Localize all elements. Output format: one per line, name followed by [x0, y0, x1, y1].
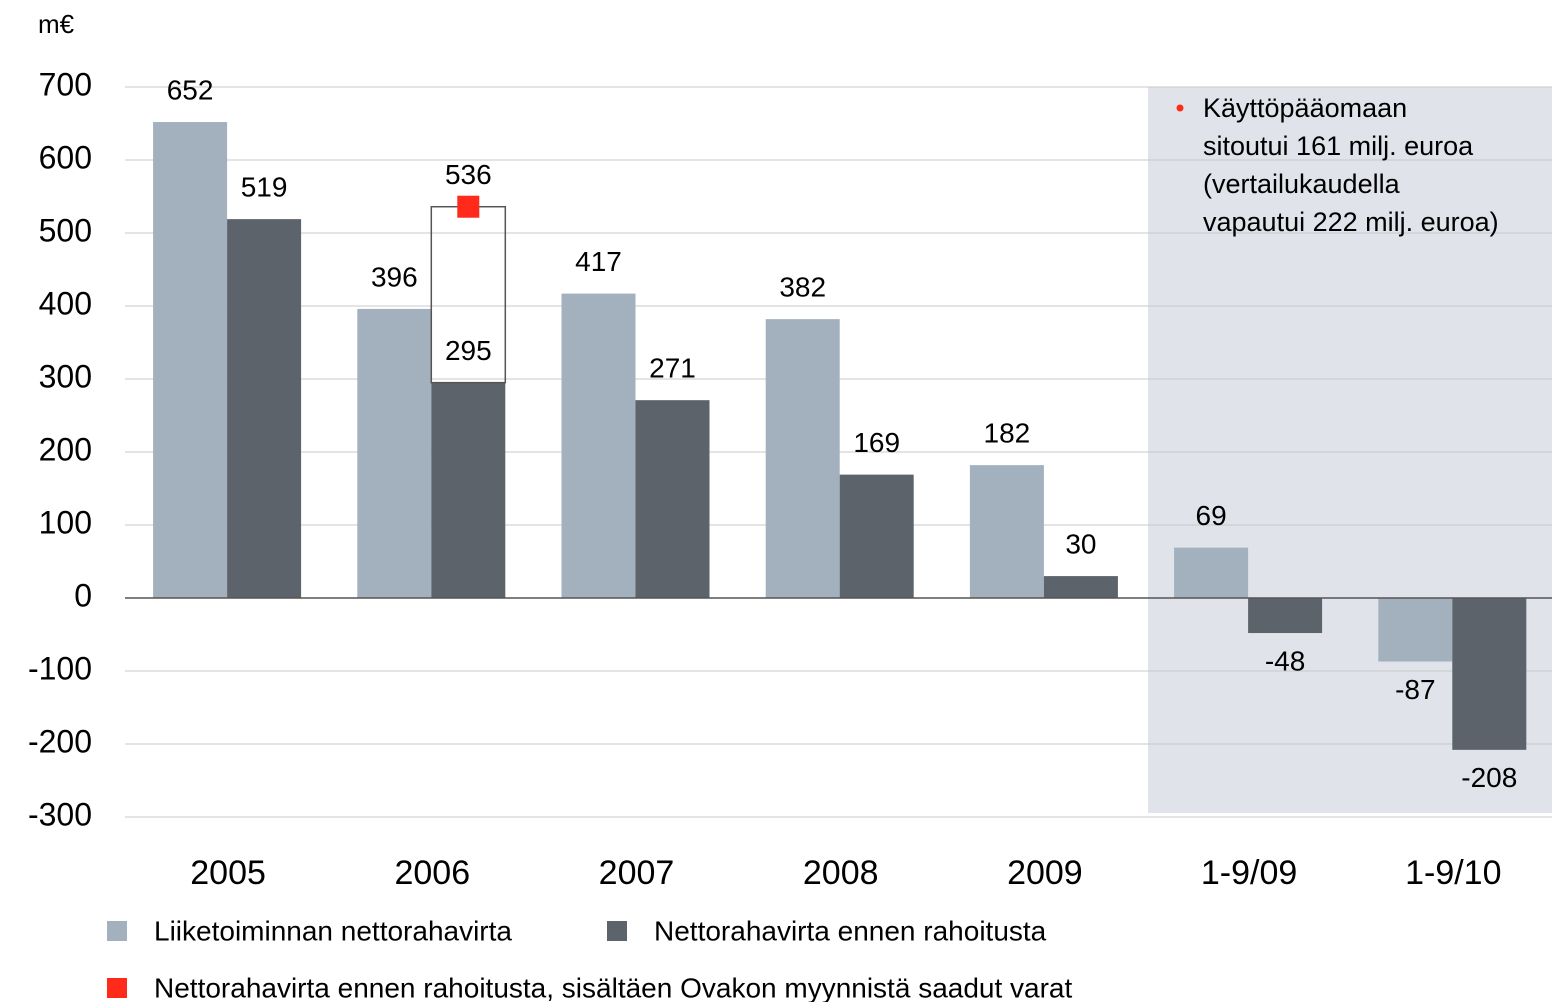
x-tick-label: 2006: [394, 854, 470, 892]
bar: [153, 122, 228, 598]
data-label: -87: [1395, 674, 1435, 705]
x-tick-label: 2005: [190, 854, 266, 892]
y-unit: m€: [38, 9, 75, 39]
marker: [457, 195, 480, 218]
x-tick-label: 2008: [803, 854, 879, 892]
y-tick-label: 0: [74, 577, 92, 613]
bar: [227, 219, 302, 598]
legend-swatch: [607, 921, 627, 941]
data-label: 536: [445, 159, 492, 190]
data-label: 30: [1065, 528, 1096, 559]
data-label: 519: [241, 172, 288, 203]
data-label: 382: [779, 272, 826, 303]
legend-label: Nettorahavirta ennen rahoitusta: [654, 915, 1047, 946]
y-tick-label: 500: [39, 212, 92, 248]
y-tick-label: 100: [39, 504, 92, 540]
bar: [839, 474, 914, 598]
y-tick-label: 600: [39, 139, 92, 175]
bar: [1378, 598, 1453, 662]
data-label: 169: [853, 427, 900, 458]
bar: [635, 400, 710, 598]
data-label: -48: [1265, 645, 1305, 676]
annotation: (vertailukaudella: [1203, 169, 1401, 199]
data-label: 295: [445, 335, 492, 366]
data-label: 652: [167, 74, 214, 105]
y-tick-label: -200: [28, 723, 92, 759]
x-tick-label: 2007: [599, 854, 675, 892]
bar: [1452, 598, 1527, 750]
data-label: 182: [984, 418, 1031, 449]
x-tick-label: 1-9/09: [1201, 854, 1297, 892]
data-label: 396: [371, 261, 418, 292]
y-tick-label: 400: [39, 285, 92, 321]
bar: [1174, 547, 1249, 598]
data-label: -208: [1461, 762, 1517, 793]
legend-swatch: [107, 921, 127, 941]
x-tick-label: 1-9/10: [1405, 854, 1501, 892]
bar: [765, 319, 840, 598]
y-tick-label: -300: [28, 796, 92, 832]
x-tick-label: 2009: [1007, 854, 1083, 892]
bar: [969, 465, 1044, 598]
bar: [357, 308, 432, 598]
y-tick-label: 700: [39, 66, 92, 102]
y-tick-label: 200: [39, 431, 92, 467]
bullet: [1176, 104, 1184, 112]
legend-label: Liiketoiminnan nettorahavirta: [154, 915, 512, 946]
bar: [1043, 576, 1118, 598]
bar: [561, 293, 636, 598]
data-label: 417: [575, 246, 622, 277]
bar: [1248, 598, 1323, 634]
annotation: sitoutui 161 milj. euroa: [1203, 131, 1474, 161]
annotation: vapautui 222 milj. euroa): [1203, 207, 1499, 237]
legend-label: Nettorahavirta ennen rahoitusta, sisältä…: [154, 972, 1073, 1002]
annotation: Käyttöpääomaan: [1203, 93, 1407, 123]
y-tick-label: -100: [28, 650, 92, 686]
legend-swatch: [107, 978, 127, 998]
y-tick-label: 300: [39, 358, 92, 394]
bar: [431, 382, 506, 598]
data-label: 271: [649, 353, 696, 384]
data-label: 69: [1196, 500, 1227, 531]
